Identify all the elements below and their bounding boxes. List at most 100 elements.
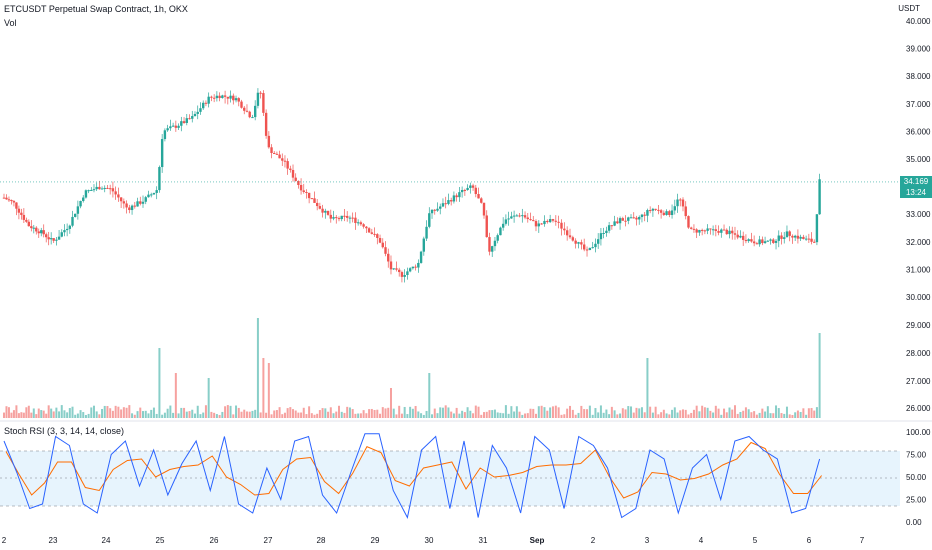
stoch-d-line: [5, 441, 822, 499]
volume-bar: [682, 409, 684, 418]
volume-bar: [101, 408, 104, 418]
candle-body: [534, 221, 538, 227]
volume-tick-label: 28.000: [906, 349, 931, 358]
volume-bar: [400, 413, 403, 418]
volume-bar: [679, 410, 682, 418]
volume-bar: [807, 408, 810, 418]
volume-bar: [294, 410, 297, 418]
candle-body: [540, 223, 543, 225]
candle-body: [98, 186, 101, 190]
candle-body: [485, 215, 488, 238]
volume-bar: [698, 411, 701, 418]
volume-bar: [133, 414, 136, 418]
volume-bar: [758, 412, 761, 418]
volume-bar: [546, 410, 549, 418]
volume-bar: [340, 411, 343, 418]
volume-bar: [543, 407, 546, 418]
volume-bar: [122, 407, 125, 418]
volume-bar: [25, 407, 28, 418]
candle-body: [27, 221, 31, 227]
candle-body: [747, 239, 750, 242]
volume-bar: [417, 411, 420, 418]
candle-body: [725, 229, 728, 235]
candle-body: [766, 240, 770, 242]
volume-bar: [537, 406, 540, 418]
volume-bar: [103, 405, 106, 418]
volume-bar: [529, 408, 532, 418]
volume-bar: [321, 408, 324, 418]
volume-bar: [403, 406, 406, 418]
candle-body: [174, 125, 178, 128]
volume-bar: [373, 409, 376, 418]
volume-bar: [668, 414, 671, 418]
candle-body: [673, 206, 676, 211]
candle-body: [602, 232, 605, 234]
volume-bar: [237, 407, 240, 418]
volume-bar: [488, 410, 491, 418]
time-tick-label: 26: [210, 536, 219, 545]
volume-bar: [594, 408, 597, 418]
candle-body: [106, 187, 109, 189]
volume-bar: [42, 410, 45, 418]
volume-bar: [161, 414, 164, 418]
candle-body: [607, 225, 611, 231]
candle-body: [499, 227, 502, 236]
volume-bar: [780, 413, 783, 418]
volume-bar: [166, 408, 169, 418]
candle-body: [635, 217, 638, 220]
volume-bar: [521, 414, 524, 418]
candle-body: [411, 266, 415, 269]
candle-body: [662, 212, 666, 215]
volume-bar: [172, 412, 175, 418]
candle-body: [750, 239, 753, 242]
time-tick-label: 30: [425, 536, 434, 545]
volume-bar: [532, 408, 535, 418]
candle-body: [362, 224, 365, 227]
volume-bar: [566, 408, 569, 418]
candle-body: [245, 110, 249, 112]
volume-bar: [329, 407, 332, 418]
volume-bar: [35, 414, 38, 418]
stoch-k-line: [3, 433, 821, 519]
time-tick-label: 4: [699, 536, 704, 545]
candle-body: [571, 237, 575, 241]
candle-body: [294, 177, 297, 181]
candle-body: [30, 226, 33, 229]
candle-body: [229, 95, 232, 99]
volume-bar: [815, 407, 818, 418]
candle-body: [480, 198, 483, 203]
last-price-tag: 34.169 13:24: [900, 176, 932, 198]
volume-bar: [7, 407, 10, 418]
candle-body: [568, 235, 572, 238]
volume-bar: [684, 409, 687, 418]
volume-bar: [30, 412, 33, 418]
volume-bar: [455, 407, 458, 418]
candle-body: [621, 218, 625, 221]
candle-body: [343, 215, 346, 217]
candle-body: [264, 112, 268, 136]
candle-body: [25, 219, 28, 222]
time-tick-label: Sep: [530, 536, 545, 545]
candle-body: [532, 220, 535, 222]
volume-bar: [813, 410, 816, 418]
volume-bar: [283, 412, 286, 418]
candle-body: [117, 194, 120, 198]
candle-body: [802, 236, 805, 240]
volume-bar: [82, 412, 85, 418]
candle-body: [141, 201, 145, 204]
volume-bar: [433, 408, 436, 418]
candle-body: [289, 168, 292, 170]
candle-body: [788, 231, 791, 236]
candle-body: [359, 222, 363, 225]
volume-bar: [20, 412, 23, 418]
volume-bar: [354, 413, 357, 418]
volume-bar: [348, 407, 351, 418]
candle-body: [262, 93, 265, 113]
volume-bar: [316, 413, 319, 418]
volume-bar: [262, 358, 265, 418]
volume-bar: [365, 413, 368, 418]
volume-bar: [613, 410, 616, 418]
volume-bar: [728, 407, 731, 418]
volume-bar: [799, 411, 802, 418]
volume-bar: [499, 412, 502, 418]
